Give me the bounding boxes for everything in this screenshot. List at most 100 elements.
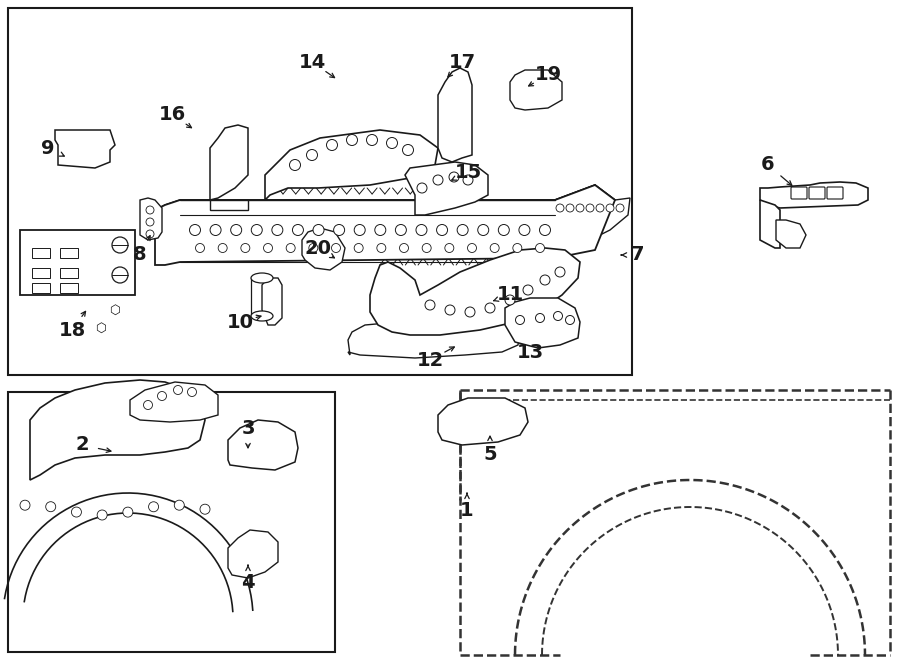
Polygon shape xyxy=(262,278,282,325)
Circle shape xyxy=(146,206,154,214)
Polygon shape xyxy=(210,125,248,200)
Polygon shape xyxy=(405,162,488,215)
Circle shape xyxy=(416,224,427,236)
Circle shape xyxy=(457,224,468,236)
Circle shape xyxy=(400,244,409,252)
Circle shape xyxy=(241,244,250,252)
Circle shape xyxy=(485,303,495,313)
Circle shape xyxy=(355,244,364,252)
Circle shape xyxy=(425,300,435,310)
Bar xyxy=(32,268,50,278)
Circle shape xyxy=(463,175,473,185)
Text: 19: 19 xyxy=(535,66,562,85)
Circle shape xyxy=(505,295,515,305)
FancyBboxPatch shape xyxy=(809,187,825,199)
Polygon shape xyxy=(438,398,528,445)
Circle shape xyxy=(123,507,133,517)
Text: 7: 7 xyxy=(631,246,644,265)
Polygon shape xyxy=(760,200,780,248)
Circle shape xyxy=(540,275,550,285)
Circle shape xyxy=(190,224,201,236)
Text: 20: 20 xyxy=(304,238,331,258)
Circle shape xyxy=(576,204,584,212)
Text: 6: 6 xyxy=(761,156,775,175)
Circle shape xyxy=(309,244,318,252)
Ellipse shape xyxy=(251,273,273,283)
Circle shape xyxy=(218,244,227,252)
Polygon shape xyxy=(228,420,298,470)
Circle shape xyxy=(313,224,324,236)
Text: 11: 11 xyxy=(497,285,524,305)
Text: 15: 15 xyxy=(454,162,482,181)
Polygon shape xyxy=(505,298,580,348)
Text: ⬡: ⬡ xyxy=(110,303,121,316)
Circle shape xyxy=(523,285,533,295)
Circle shape xyxy=(386,138,398,148)
Circle shape xyxy=(513,244,522,252)
Polygon shape xyxy=(155,185,615,220)
Circle shape xyxy=(187,387,196,397)
Text: 4: 4 xyxy=(241,573,255,592)
Circle shape xyxy=(158,391,166,401)
Circle shape xyxy=(433,175,443,185)
Circle shape xyxy=(210,224,221,236)
Circle shape xyxy=(395,224,407,236)
Circle shape xyxy=(377,244,386,252)
Circle shape xyxy=(334,224,345,236)
Circle shape xyxy=(146,230,154,238)
Bar xyxy=(32,283,50,293)
Circle shape xyxy=(264,244,273,252)
Bar xyxy=(8,392,335,652)
Circle shape xyxy=(596,204,604,212)
Circle shape xyxy=(272,224,283,236)
Circle shape xyxy=(97,510,107,520)
Circle shape xyxy=(230,224,242,236)
Circle shape xyxy=(327,140,338,150)
Circle shape xyxy=(445,244,454,252)
Circle shape xyxy=(112,267,128,283)
FancyBboxPatch shape xyxy=(791,187,807,199)
Polygon shape xyxy=(20,230,135,295)
Circle shape xyxy=(491,244,500,252)
Bar xyxy=(8,8,632,375)
Circle shape xyxy=(566,204,574,212)
Circle shape xyxy=(200,504,210,514)
Polygon shape xyxy=(760,182,868,208)
Polygon shape xyxy=(228,530,278,578)
Text: ⬡: ⬡ xyxy=(94,322,105,334)
Circle shape xyxy=(555,267,565,277)
Polygon shape xyxy=(302,228,345,270)
Circle shape xyxy=(554,312,562,320)
Circle shape xyxy=(112,237,128,253)
Circle shape xyxy=(436,224,447,236)
Circle shape xyxy=(465,307,475,317)
Polygon shape xyxy=(130,382,218,422)
Circle shape xyxy=(417,183,427,193)
Text: 17: 17 xyxy=(448,52,475,71)
Circle shape xyxy=(143,401,152,410)
Circle shape xyxy=(292,224,303,236)
Text: 8: 8 xyxy=(133,246,147,265)
Polygon shape xyxy=(348,318,520,358)
Circle shape xyxy=(478,224,489,236)
Circle shape xyxy=(539,224,551,236)
Polygon shape xyxy=(210,200,248,210)
Bar xyxy=(32,248,50,258)
Circle shape xyxy=(586,204,594,212)
Circle shape xyxy=(449,172,459,182)
Circle shape xyxy=(422,244,431,252)
Circle shape xyxy=(148,502,158,512)
Circle shape xyxy=(499,224,509,236)
Circle shape xyxy=(355,224,365,236)
Circle shape xyxy=(20,500,30,510)
Circle shape xyxy=(46,502,56,512)
Text: 3: 3 xyxy=(241,418,255,438)
Polygon shape xyxy=(140,198,162,240)
Polygon shape xyxy=(510,70,562,110)
Circle shape xyxy=(146,218,154,226)
Circle shape xyxy=(467,244,476,252)
Polygon shape xyxy=(30,380,205,480)
Text: 10: 10 xyxy=(227,312,254,332)
Circle shape xyxy=(374,224,386,236)
Text: 2: 2 xyxy=(76,436,89,455)
